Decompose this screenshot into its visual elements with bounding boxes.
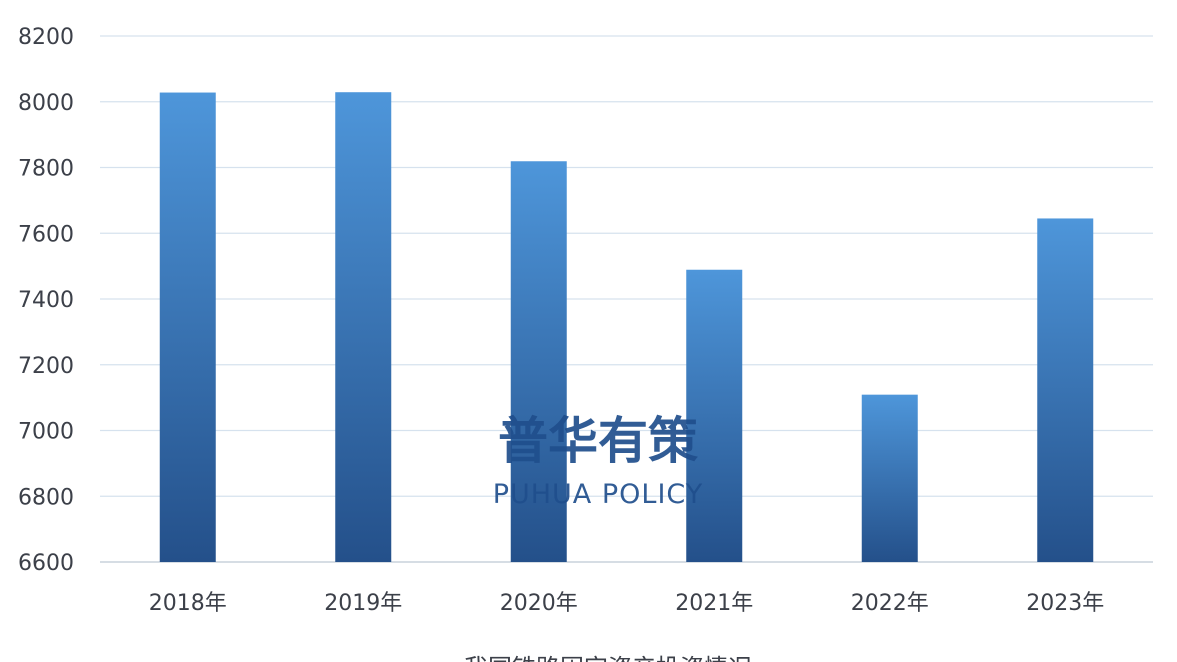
y-axis-ticks: 6600 6800 7000 7200 7400 7600 7800 8000 8200 [18,25,74,576]
x-tick-label: 2020年 [500,591,578,616]
y-tick-label: 7800 [18,157,74,182]
bar-2022年 [861,394,918,562]
y-tick-label: 7600 [18,222,74,247]
bar-2023年 [1037,218,1094,563]
x-tick-label: 2021年 [675,591,753,616]
y-tick-label: 6600 [18,551,74,576]
bars [159,92,1094,563]
y-tick-label: 8200 [18,25,74,50]
x-tick-label: 2023年 [1026,591,1104,616]
y-tick-label: 6800 [18,485,74,510]
chart-title: 我国铁路固定资产投资情况 [464,654,752,662]
bar-2021年 [686,269,743,562]
watermark-cn: 普华有策 [498,412,698,470]
x-tick-label: 2019年 [324,591,402,616]
x-tick-label: 2022年 [851,591,929,616]
watermark: 普华有策 PUHUA POLICY [493,412,704,510]
y-tick-label: 8000 [18,91,74,116]
y-tick-label: 7400 [18,288,74,313]
x-tick-label: 2018年 [149,591,227,616]
bar-2018年 [159,92,216,563]
watermark-en: PUHUA POLICY [493,479,704,510]
y-tick-label: 7200 [18,354,74,379]
bar-2020年 [510,161,567,562]
x-axis-ticks: 2018年 2019年 2020年 2021年 2022年 2023年 [149,591,1105,616]
grid-lines [100,35,1153,563]
bar-2019年 [335,92,392,562]
y-tick-label: 7000 [18,420,74,445]
